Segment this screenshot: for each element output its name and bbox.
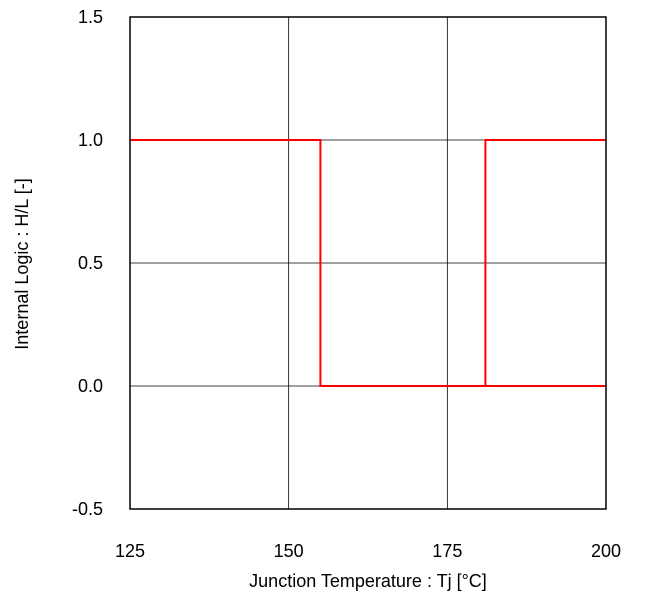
x-tick-label: 200 [591,541,621,561]
y-axis-label: Internal Logic : H/L [-] [12,178,32,349]
grid-lines [130,17,606,509]
x-axis-label: Junction Temperature : Tj [°C] [249,571,487,591]
x-tick-label: 125 [115,541,145,561]
y-axis-ticks: -0.5 0.0 0.5 1.0 1.5 [72,7,103,519]
y-tick-label: -0.5 [72,499,103,519]
x-axis-ticks: 125 150 175 200 [115,541,621,561]
series-group [130,139,606,387]
y-tick-label: 0.5 [78,253,103,273]
plot-area-frame [129,16,607,510]
series-line [130,139,606,387]
y-tick-label: 0.0 [78,376,103,396]
y-tick-label: 1.5 [78,7,103,27]
x-tick-label: 175 [432,541,462,561]
y-tick-label: 1.0 [78,130,103,150]
x-tick-label: 150 [274,541,304,561]
